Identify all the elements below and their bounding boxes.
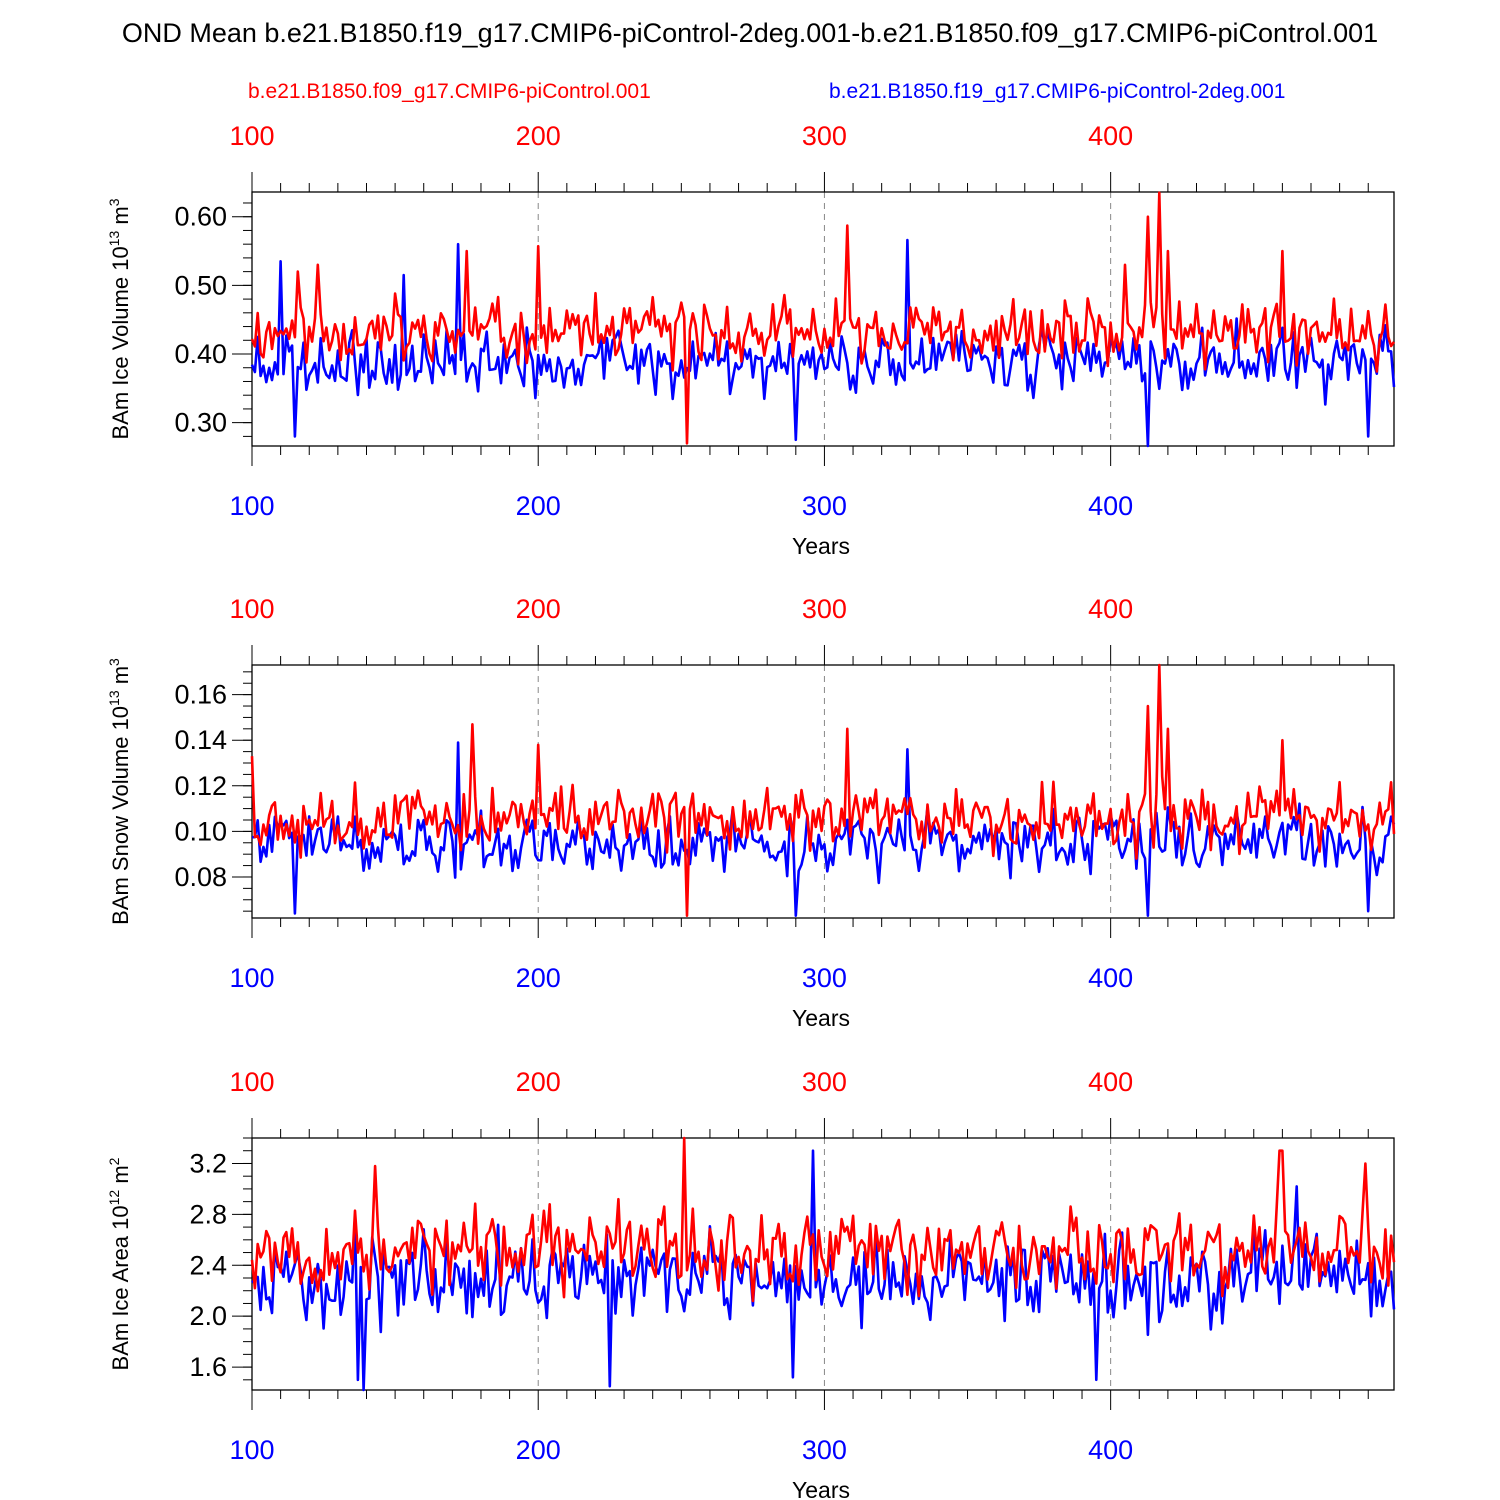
x-tick-label-bottom: 400: [1088, 491, 1133, 521]
x-tick-label-bottom: 200: [516, 1435, 561, 1465]
red-series-line: [250, 663, 1396, 918]
x-tick-label-top: 300: [802, 121, 847, 151]
y-tick-label: 0.16: [174, 680, 227, 710]
legend-red-label: b.e21.B1850.f09_g17.CMIP6-piControl.001: [248, 80, 651, 103]
y-tick-label: 2.0: [189, 1301, 227, 1331]
y-tick-label: 0.10: [174, 816, 227, 846]
x-tick-label-top: 300: [802, 1067, 847, 1097]
red-series-line: [250, 1136, 1396, 1303]
x-tick-label-top: 400: [1088, 1067, 1133, 1097]
x-tick-label-bottom: 300: [802, 963, 847, 993]
y-tick-label: 1.6: [189, 1352, 227, 1382]
blue-series-line: [252, 741, 1396, 918]
x-tick-label-bottom: 300: [802, 1435, 847, 1465]
y-axis-label: BAm Ice Area 1012 m2: [106, 1157, 133, 1370]
plot-frame: [251, 191, 1395, 447]
y-tick-label: 2.8: [189, 1199, 227, 1229]
legend-blue-label: b.e21.B1850.f19_g17.CMIP6-piControl-2deg…: [829, 80, 1286, 103]
blue-series-line: [250, 1149, 1396, 1392]
y-axis-label: BAm Ice Volume 1013 m3: [106, 198, 133, 439]
panel-2: 100 100 200 200 300 300 400 400 Years 0.08 0.10 0.1…: [106, 594, 1396, 1031]
y-tick-label: 0.14: [174, 725, 227, 755]
x-tick-label-bottom: 100: [229, 963, 274, 993]
y-axis-label: BAm Snow Volume 1013 m3: [106, 658, 133, 925]
chart-title: OND Mean b.e21.B1850.f19_g17.CMIP6-piCon…: [121, 18, 1379, 48]
red-series-line: [250, 191, 1396, 445]
plot-frame: [251, 664, 1395, 919]
x-tick-label-bottom: 100: [229, 1435, 274, 1465]
y-tick-label: 0.50: [174, 270, 227, 300]
x-tick-label-top: 400: [1088, 121, 1133, 151]
x-tick-label-top: 200: [516, 594, 561, 624]
y-tick-label: 0.40: [174, 339, 227, 369]
y-tick-label: 0.60: [174, 202, 227, 232]
x-tick-label-bottom: 100: [229, 491, 274, 521]
y-tick-label: 2.4: [189, 1250, 227, 1280]
x-tick-label-top: 200: [516, 121, 561, 151]
x-tick-label-bottom: 400: [1088, 963, 1133, 993]
x-tick-label-top: 400: [1088, 594, 1133, 624]
x-tick-label-bottom: 400: [1088, 1435, 1133, 1465]
y-tick-label: 0.30: [174, 408, 227, 438]
x-tick-label-top: 100: [229, 121, 274, 151]
x-tick-label-bottom: 200: [516, 963, 561, 993]
x-tick-label-bottom: 300: [802, 491, 847, 521]
x-axis-label: Years: [792, 533, 850, 559]
y-tick-label: 3.2: [189, 1148, 227, 1178]
x-tick-label-top: 300: [802, 594, 847, 624]
y-tick-label: 0.12: [174, 771, 227, 801]
x-tick-label-bottom: 200: [516, 491, 561, 521]
x-axis-label: Years: [792, 1005, 850, 1031]
y-tick-label: 0.08: [174, 862, 227, 892]
x-tick-label-top: 100: [229, 594, 274, 624]
panel-3: 100 100 200 200 300 300 400 400 Years 1.6 2.0 2.4 2.…: [106, 1067, 1396, 1500]
x-tick-label-top: 200: [516, 1067, 561, 1097]
x-axis-label: Years: [792, 1477, 850, 1500]
x-tick-label-top: 100: [229, 1067, 274, 1097]
panel-1: 100 100 200 200 300 300 400 400 Years 0.30 0.40 0.5…: [106, 121, 1396, 559]
